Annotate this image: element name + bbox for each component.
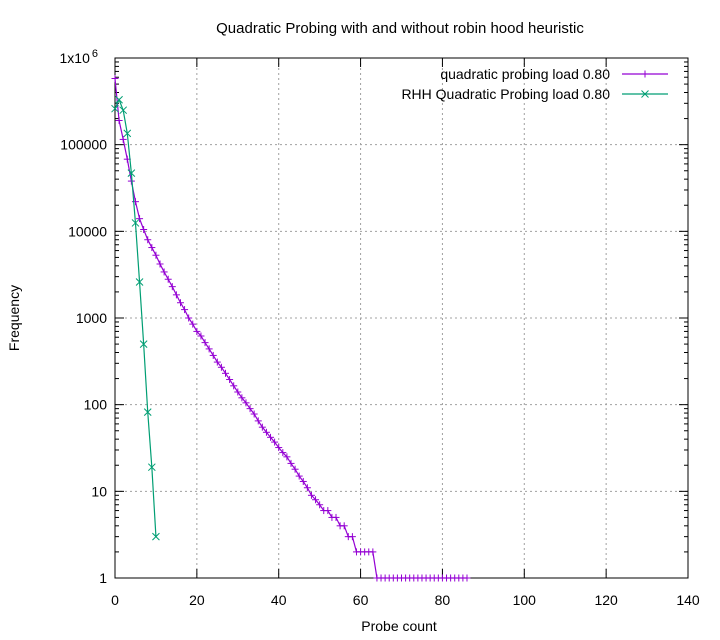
y-axis-ticks: 1 10 100 1000 10000 100000 1x10 6: [60, 48, 688, 586]
data-point: [230, 382, 238, 390]
data-point: [299, 477, 307, 485]
data-point: [287, 459, 295, 467]
legend-label: quadratic probing load 0.80: [440, 66, 610, 82]
y-tick-label: 1000: [76, 310, 107, 326]
y-tick-label: 10: [91, 483, 107, 499]
legend-label: RHH Quadratic Probing load 0.80: [401, 86, 610, 102]
data-point: [312, 496, 320, 504]
data-point: [340, 522, 348, 530]
data-point: [324, 507, 332, 515]
chart-title: Quadratic Probing with and without robin…: [216, 20, 584, 37]
data-point: [143, 408, 152, 416]
data-point: [181, 306, 189, 314]
data-point: [152, 251, 160, 259]
x-tick-label: 80: [435, 592, 451, 608]
data-point: [254, 417, 262, 425]
data-point: [111, 75, 119, 83]
data-point: [258, 423, 266, 431]
x-tick-label: 40: [271, 592, 287, 608]
data-point: [279, 449, 287, 457]
data-point: [201, 339, 209, 347]
data-point: [226, 376, 234, 384]
data-point: [123, 129, 132, 138]
x-tick-label: 140: [676, 592, 700, 608]
data-point: [119, 106, 128, 115]
data-point: [168, 283, 176, 291]
data-point: [156, 260, 164, 268]
y-tick-label: 1x10 6: [60, 48, 98, 66]
data-point: [303, 484, 311, 492]
y-axis-label: Frequency: [6, 285, 22, 351]
data-point: [131, 219, 140, 227]
data-point: [111, 104, 119, 113]
data-point: [267, 433, 275, 441]
data-point: [238, 394, 246, 402]
data-point: [295, 472, 303, 480]
data-point: [119, 135, 127, 143]
y-tick-label: 10000: [68, 223, 107, 239]
data-point: [197, 332, 205, 340]
data-point: [205, 345, 213, 353]
y-tick-exponent: 6: [92, 48, 98, 60]
legend-marker: [641, 90, 649, 98]
data-point: [185, 314, 193, 322]
data-point: [262, 428, 270, 436]
x-tick-label: 20: [189, 592, 205, 608]
data-point: [189, 320, 197, 328]
y-tick-label: 1: [99, 570, 107, 586]
data-point: [463, 574, 471, 582]
series-layer: [111, 75, 471, 582]
data-point: [316, 501, 324, 509]
data-point: [291, 465, 299, 473]
y-tick-label: 100000: [60, 137, 107, 153]
data-point: [234, 388, 242, 396]
x-tick-label: 0: [111, 592, 119, 608]
data-point: [348, 533, 356, 541]
series-0: [111, 75, 471, 582]
data-point: [115, 117, 123, 125]
data-point: [139, 340, 148, 348]
data-point: [193, 327, 201, 335]
data-point: [135, 278, 144, 286]
data-point: [283, 453, 291, 461]
legend-marker: [641, 70, 649, 78]
data-point: [172, 291, 180, 299]
data-point: [307, 491, 315, 499]
data-point: [148, 244, 156, 252]
data-point: [246, 405, 254, 413]
x-axis-ticks: 0 20 40 60 80 100 120 140: [111, 58, 700, 608]
data-point: [217, 363, 225, 371]
series-1: [111, 95, 160, 541]
data-point: [275, 444, 283, 452]
grid: [115, 58, 688, 578]
data-point: [127, 169, 136, 177]
data-point: [164, 275, 172, 283]
data-point: [115, 95, 123, 104]
data-point: [176, 299, 184, 307]
data-point: [250, 410, 258, 418]
series-line: [114, 78, 467, 579]
y-tick-label: 100: [84, 397, 108, 413]
data-point: [136, 215, 144, 223]
data-point: [140, 225, 148, 233]
legend: quadratic probing load 0.80 RHH Quadratic…: [401, 66, 668, 102]
data-point: [152, 532, 160, 541]
data-point: [213, 358, 221, 366]
data-point: [242, 399, 250, 407]
x-tick-label: 120: [594, 592, 618, 608]
data-point: [160, 268, 168, 276]
data-point: [147, 463, 156, 472]
data-point: [271, 438, 279, 446]
x-tick-label: 100: [513, 592, 537, 608]
x-axis-label: Probe count: [361, 618, 437, 634]
data-point: [369, 548, 377, 556]
x-tick-label: 60: [353, 592, 369, 608]
data-point: [144, 236, 152, 244]
data-point: [222, 369, 230, 377]
data-point: [209, 351, 217, 359]
data-point: [332, 513, 340, 521]
